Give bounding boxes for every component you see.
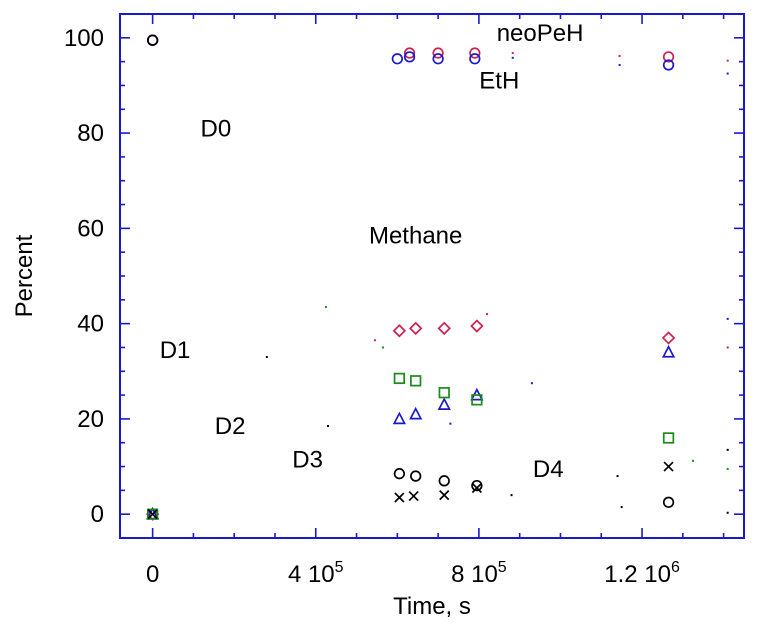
small-dot — [726, 72, 729, 75]
y-tick-label: 20 — [77, 406, 104, 433]
small-dot — [726, 59, 729, 62]
triangle-marker — [409, 406, 423, 420]
y-tick-label: 60 — [77, 215, 104, 242]
small-dot — [692, 459, 695, 462]
circle-marker — [403, 51, 416, 63]
cross-marker — [471, 482, 482, 494]
small-dot — [618, 54, 621, 57]
circle-marker — [432, 53, 444, 65]
circle-marker — [471, 479, 483, 492]
circle-marker — [662, 51, 675, 63]
x-tick-label: 4 105 — [288, 559, 344, 588]
square-marker — [146, 508, 159, 520]
y-tick-label: 100 — [64, 25, 104, 52]
cross-marker — [663, 461, 674, 472]
y-tick-label: 0 — [91, 501, 104, 528]
small-dot — [530, 382, 533, 385]
triangle-marker — [437, 397, 451, 410]
annotation-label: D0 — [200, 115, 231, 142]
small-dot — [726, 511, 729, 514]
y-tick-label: 40 — [77, 311, 104, 338]
y-tick-label: 80 — [77, 120, 104, 147]
circle-marker — [410, 470, 422, 482]
square-marker — [662, 432, 675, 444]
annotation-label: Methane — [369, 223, 462, 250]
square-marker — [410, 375, 422, 387]
cross-marker — [394, 492, 405, 503]
square-marker — [438, 387, 450, 399]
x-tick-label: 0 — [146, 561, 159, 588]
diamond-marker — [437, 321, 451, 336]
circle-marker — [662, 496, 675, 508]
circle-marker — [146, 34, 159, 46]
small-dot — [620, 506, 623, 509]
circle-marker — [403, 47, 416, 59]
cross-marker — [408, 490, 419, 502]
triangle-marker — [392, 411, 406, 425]
y-axis-label: Percent — [11, 234, 38, 317]
small-dot — [726, 346, 729, 349]
small-dot — [449, 422, 452, 425]
small-dot — [324, 305, 327, 308]
circle-marker — [469, 47, 481, 59]
circle-marker — [438, 475, 450, 487]
annotation-label: D1 — [160, 337, 191, 364]
small-dot — [726, 448, 729, 451]
cross-marker — [147, 509, 158, 520]
small-dot — [486, 313, 489, 316]
small-dot — [382, 346, 385, 349]
annotation-label: D2 — [215, 413, 246, 440]
square-marker — [393, 372, 406, 385]
circle-marker — [432, 47, 444, 59]
circle-marker — [391, 53, 403, 65]
annotation-label: neoPeH — [497, 20, 584, 47]
circle-marker — [662, 59, 675, 71]
x-axis-label: Time, s — [393, 593, 471, 620]
small-dot — [618, 63, 621, 66]
diamond-marker — [470, 319, 484, 333]
small-dot — [511, 52, 514, 55]
chart-labels: Time, s Percent 0 20 40 60 80 100 0 4 105 8 105 1… — [11, 20, 680, 620]
annotation-label: D3 — [292, 446, 323, 473]
small-dot — [327, 425, 329, 428]
small-dot — [511, 56, 514, 59]
diamond-marker — [392, 324, 407, 338]
annotation-label: EtH — [479, 68, 519, 95]
diamond-marker — [661, 331, 676, 345]
small-dot — [616, 475, 619, 478]
x-tick-label: 8 105 — [451, 559, 507, 588]
small-dot — [265, 355, 268, 358]
circle-marker — [469, 53, 481, 65]
small-dot — [726, 467, 729, 470]
small-dot — [726, 317, 729, 320]
small-dot — [373, 339, 376, 342]
chart-marks — [145, 34, 729, 521]
triangle-marker — [661, 344, 676, 358]
small-dot — [510, 494, 513, 497]
circle-marker — [393, 468, 406, 480]
cross-marker — [439, 490, 450, 501]
annotation-label: D4 — [533, 456, 564, 483]
x-tick-label: 1.2 106 — [604, 559, 680, 588]
chart-axes — [120, 13, 744, 538]
square-marker — [471, 394, 483, 406]
diamond-marker — [408, 321, 423, 336]
